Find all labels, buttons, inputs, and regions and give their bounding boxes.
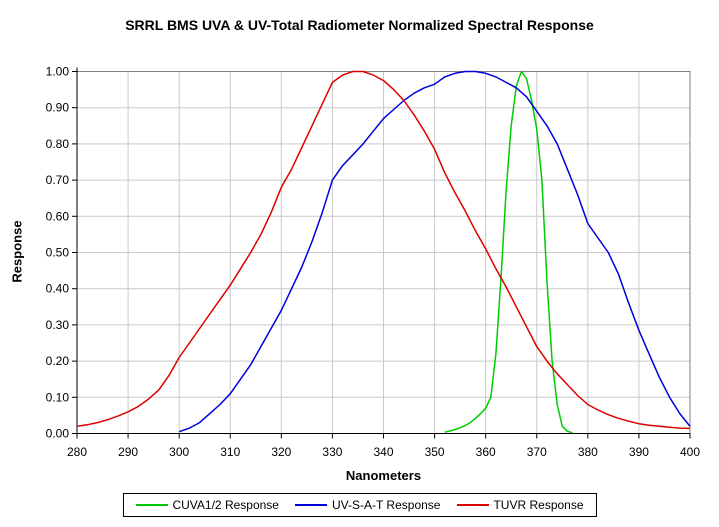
- x-tick-label: 330: [322, 445, 342, 459]
- legend: CUVA1/2 Response UV-S-A-T Response TUVR …: [122, 493, 597, 517]
- series-line-cuva1-2-response: [444, 70, 573, 434]
- x-tick-label: 340: [373, 445, 393, 459]
- legend-line-swatch-tuvr: [456, 504, 489, 506]
- legend-line-swatch-cuva: [135, 504, 168, 506]
- y-tick-label: 0.70: [46, 173, 70, 187]
- y-tick-label: 0.30: [46, 318, 70, 332]
- y-tick-label: 0.20: [46, 354, 70, 368]
- y-tick-label: 0.50: [46, 246, 70, 260]
- series-line-uv-s-a-t-response: [178, 70, 691, 433]
- x-tick-label: 320: [271, 445, 291, 459]
- y-tick-label: 0.00: [46, 427, 70, 441]
- y-tick-label: 0.40: [46, 282, 70, 296]
- legend-label-cuva: CUVA1/2 Response: [172, 498, 279, 512]
- x-tick-label: 390: [629, 445, 649, 459]
- x-tick-label: 380: [578, 445, 598, 459]
- legend-label-tuvr: TUVR Response: [493, 498, 584, 512]
- x-tick-label: 280: [67, 445, 87, 459]
- y-axis-title: Response: [9, 220, 25, 283]
- legend-entry-tuvr: TUVR Response: [456, 498, 584, 512]
- x-tick-label: 370: [527, 445, 547, 459]
- y-tick-label: 0.80: [46, 137, 70, 151]
- x-tick-label: 360: [476, 445, 496, 459]
- y-tick-label: 0.60: [46, 209, 70, 223]
- legend-label-uvsat: UV-S-A-T Response: [331, 498, 441, 512]
- x-tick-label: 400: [680, 445, 700, 459]
- x-tick-label: 300: [169, 445, 189, 459]
- y-tick-label: 0.10: [46, 390, 70, 404]
- y-tick-label: 1.00: [46, 65, 70, 79]
- legend-entry-uvsat: UV-S-A-T Response: [294, 498, 441, 512]
- x-tick-label: 290: [118, 445, 138, 459]
- legend-entry-cuva: CUVA1/2 Response: [135, 498, 279, 512]
- x-tick-label: 350: [425, 445, 445, 459]
- x-tick-label: 310: [220, 445, 240, 459]
- series-line-tuvr-response: [76, 70, 691, 430]
- x-axis-title: Nanometers: [345, 468, 422, 483]
- legend-line-swatch-uvsat: [294, 504, 327, 506]
- chart-title: SRRL BMS UVA & UV-Total Radiometer Norma…: [125, 17, 594, 33]
- y-tick-label: 0.90: [46, 101, 70, 115]
